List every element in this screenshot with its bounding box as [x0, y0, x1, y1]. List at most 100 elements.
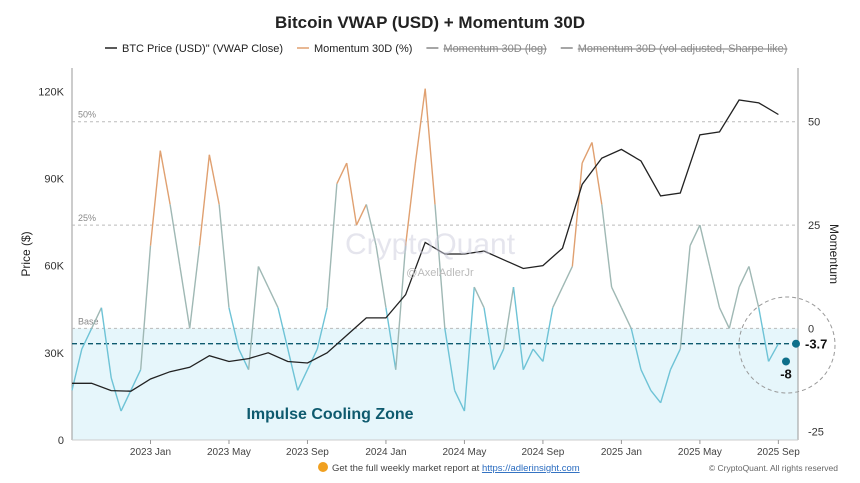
zone-label: Impulse Cooling Zone [246, 406, 413, 423]
momentum-segment [758, 307, 770, 362]
highlight-circle [738, 296, 836, 394]
momentum-segment [512, 286, 524, 370]
momentum-segment [709, 266, 721, 308]
y-tick-left: 30K [44, 348, 64, 360]
momentum-segment [601, 204, 613, 288]
y-tick-left: 90K [44, 173, 64, 185]
annotation-low: -8 [780, 366, 792, 381]
momentum-segment [257, 266, 269, 288]
momentum-segment [189, 245, 201, 329]
momentum-segment [169, 204, 181, 267]
momentum-segment [149, 150, 161, 246]
momentum-segment [404, 162, 417, 246]
x-tick-label: 2023 Sep [286, 447, 329, 458]
current-marker [792, 339, 800, 348]
momentum-segment [414, 88, 426, 164]
momentum-segment [424, 88, 436, 205]
momentum-segment [355, 204, 367, 226]
momentum-segment [81, 328, 93, 350]
momentum-segment [699, 224, 711, 267]
y-axis-left-label: Price ($) [19, 231, 33, 276]
momentum-segment [650, 389, 662, 404]
momentum-segment [669, 348, 681, 371]
momentum-segment [610, 286, 623, 309]
ref-line-label: 50% [78, 110, 96, 120]
momentum-segment [130, 369, 142, 391]
momentum-segment [277, 307, 289, 350]
momentum-segment [738, 266, 750, 288]
ref-line-label: Base [78, 316, 99, 326]
momentum-segment [198, 154, 211, 246]
momentum-segment [581, 142, 593, 164]
watermark: CryptoQuant [345, 228, 516, 261]
legend-item[interactable]: Momentum 30D (%) [314, 43, 412, 55]
footer-text: Get the full weekly market report at htt… [332, 463, 580, 474]
y-tick-right: -25 [808, 427, 824, 439]
legend-item[interactable]: BTC Price (USD)" (VWAP Close) [122, 43, 283, 55]
report-icon [318, 462, 328, 472]
x-tick-label: 2024 Sep [522, 447, 565, 458]
chart-title: Bitcoin VWAP (USD) + Momentum 30D [275, 13, 585, 32]
momentum-segment [630, 328, 642, 370]
momentum-segment [591, 142, 603, 205]
x-tick-label: 2025 Sep [757, 447, 800, 458]
legend-item[interactable]: Momentum 30D (vol-adjusted, Sharpe-like) [578, 43, 788, 55]
momentum-segment [453, 390, 466, 412]
momentum-segment [247, 266, 260, 370]
x-tick-label: 2023 May [207, 447, 251, 458]
momentum-segment [434, 204, 446, 329]
y-axis-right-label: Momentum [827, 224, 841, 284]
momentum-segment [316, 307, 328, 350]
momentum-segment [218, 204, 230, 308]
momentum-segment [689, 224, 701, 247]
x-tick-label: 2024 Jan [365, 447, 406, 458]
momentum-segment [620, 307, 632, 329]
momentum-segment [493, 348, 505, 371]
momentum-segment [267, 286, 279, 309]
momentum-segment [100, 307, 112, 379]
momentum-segment [718, 307, 730, 329]
momentum-segment [444, 328, 456, 391]
momentum-segment [748, 266, 760, 308]
momentum-segment [679, 245, 691, 350]
momentum-segment [179, 266, 191, 329]
momentum-segment [110, 377, 122, 412]
footer-link[interactable]: https://adlerinsight.com [482, 463, 580, 474]
y-tick-right: 0 [808, 323, 814, 335]
momentum-segment [336, 162, 348, 185]
momentum-segment [297, 369, 309, 391]
momentum-segment [640, 369, 652, 391]
momentum-segment [571, 163, 583, 267]
cooling-zone [72, 328, 798, 440]
x-tick-label: 2025 Jan [601, 447, 642, 458]
momentum-segment [326, 183, 338, 308]
momentum-segment [522, 348, 534, 371]
y-tick-left: 0 [58, 435, 64, 447]
momentum-segment [306, 348, 318, 371]
watermark-handle: @AxelAdlerJr [406, 267, 474, 279]
momentum-segment [561, 266, 573, 288]
low-marker [782, 357, 790, 366]
y-tick-left: 60K [44, 261, 64, 273]
copyright: © CryptoQuant. All rights reserved [709, 463, 838, 473]
momentum-segment [208, 154, 220, 205]
y-tick-right: 50 [808, 117, 820, 129]
legend: BTC Price (USD)" (VWAP Close) Momentum 30… [105, 43, 787, 55]
momentum-segment [659, 369, 672, 403]
momentum-segment [139, 245, 152, 370]
momentum-segment [228, 307, 240, 350]
momentum-segment [395, 245, 407, 370]
momentum-segment [463, 287, 475, 412]
momentum-segment [120, 390, 132, 412]
legend-item[interactable]: Momentum 30D (log) [443, 43, 546, 55]
momentum-segment [287, 348, 299, 391]
momentum-segment [159, 150, 171, 205]
momentum-segment [385, 307, 397, 370]
momentum-segment [552, 286, 564, 309]
momentum-segment [473, 286, 485, 309]
x-tick-label: 2023 Jan [130, 447, 171, 458]
momentum-segment [502, 286, 515, 350]
momentum-segment [346, 162, 358, 226]
